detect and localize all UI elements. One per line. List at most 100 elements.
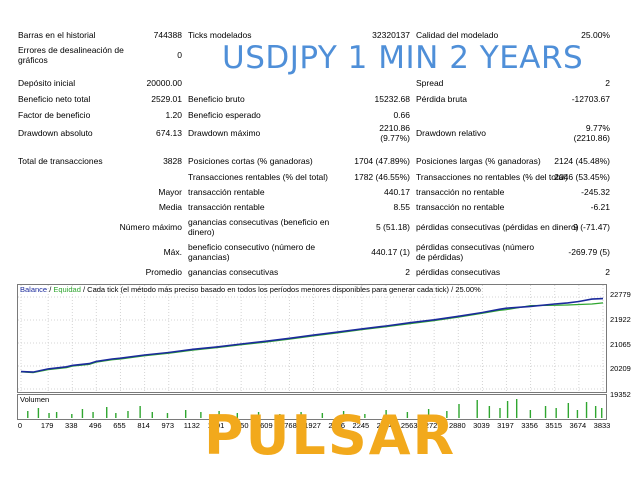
x-tick: 2404	[376, 421, 394, 430]
perdidas-consec-num-value: -269.79 (5)	[568, 247, 610, 257]
volume-bar	[27, 411, 29, 418]
x-tick: 338	[65, 421, 78, 430]
volume-bar	[115, 413, 117, 418]
mayor-rentable-label: transacción rentable	[188, 187, 265, 197]
perdida-value: -12703.67	[571, 94, 610, 104]
legend-text: Cada tick (el método más preciso basado …	[87, 285, 450, 294]
volume-bar	[567, 403, 570, 418]
volume-bar	[321, 413, 324, 418]
promedio-prefix: Promedio	[145, 267, 182, 277]
perdida-label: Pérdida bruta	[416, 94, 468, 104]
x-tick: 3674	[569, 421, 587, 430]
volume-chart	[17, 394, 607, 420]
perdidas-consec-num-label: pérdidas consecutivas (número de pérdida…	[416, 242, 535, 262]
volume-bar	[585, 402, 588, 418]
beneficio-consec-label: beneficio consecutivo (número de gananci…	[188, 242, 316, 262]
y-tick: 21922	[610, 315, 631, 324]
volume-bar	[184, 410, 187, 418]
volume-bar	[601, 408, 603, 418]
volume-bar	[81, 409, 84, 418]
ganancias-consec-value: 5 (51.18)	[375, 222, 410, 232]
volume-bar	[71, 414, 73, 418]
equity-chart-svg	[18, 285, 606, 392]
dd-max-label: Drawdown máximo	[188, 128, 261, 138]
y-tick: 21065	[610, 340, 631, 349]
dd-max-value: 2210.86 (9.77%)	[379, 123, 410, 143]
chart-legend: Balance / Equidad / Cada tick (el método…	[20, 285, 481, 294]
promedio-perdidas-value: 2	[605, 267, 610, 277]
max-prefix: Máx.	[163, 247, 182, 257]
volume-bar	[48, 413, 50, 418]
volume-bar	[385, 410, 387, 418]
total-label: Total de transacciones	[18, 156, 103, 166]
x-tick: 1132	[183, 421, 200, 430]
volume-bar	[257, 412, 260, 418]
mayor-prefix: Mayor	[158, 187, 182, 197]
dd-rel-value: 9.77% (2210.86)	[573, 123, 610, 143]
ganancias-consec-label: ganancias consecutivas (beneficio en din…	[188, 217, 330, 237]
x-tick: 1450	[231, 421, 249, 430]
deposito-label: Depósito inicial	[18, 78, 76, 88]
norentables-label: Transacciones no rentables (% del total)	[416, 172, 568, 182]
x-tick: 3197	[497, 421, 514, 430]
equity-line	[20, 302, 604, 374]
volume-bar	[499, 408, 501, 418]
largas-value: 2124 (45.48%)	[554, 156, 610, 166]
volume-bar	[127, 411, 129, 418]
volume-bar	[300, 412, 302, 418]
x-tick: 3356	[521, 421, 538, 430]
volume-bar	[151, 412, 153, 418]
volume-bar	[218, 411, 220, 418]
legend-equity: Equidad	[53, 285, 81, 294]
errores-label: Errores de desalineación de gráficos	[18, 45, 124, 65]
ticks-value: 32320137	[372, 30, 410, 40]
x-tick: 1768	[280, 421, 297, 430]
x-tick: 2245	[352, 421, 370, 430]
spread-label: Spread	[416, 78, 444, 88]
promedio-ganancias-value: 2	[405, 267, 410, 277]
x-tick: 814	[137, 421, 150, 430]
x-tick: 1609	[255, 421, 273, 430]
x-tick: 3039	[473, 421, 490, 430]
dd-rel-label: Drawdown relativo	[416, 128, 486, 138]
media-norentable-value: -6.21	[590, 202, 610, 212]
legend-sep: /	[47, 285, 54, 294]
volume-bar	[92, 412, 94, 418]
ticks-label: Ticks modelados	[188, 30, 252, 40]
x-tick: 1927	[304, 421, 321, 430]
calidad-value: 25.00%	[581, 30, 610, 40]
esperado-value: 0.66	[393, 110, 410, 120]
x-tick: 3833	[593, 421, 611, 430]
volume-bar	[576, 410, 579, 418]
y-tick: 20209	[610, 364, 631, 373]
barras-label: Barras en el historial	[18, 30, 96, 40]
neto-value: 2529.01	[151, 94, 182, 104]
x-tick: 0	[17, 421, 23, 430]
errores-value: 0	[177, 50, 182, 60]
x-tick: 2880	[448, 421, 466, 430]
y-tick: 22779	[610, 290, 631, 299]
numero-maximo-prefix: Número máximo	[119, 222, 182, 232]
overlay-title: USDJPY 1 MIN 2 YEARS	[222, 40, 584, 76]
media-rentable-label: transacción rentable	[188, 202, 265, 212]
perdidas-consec-label: pérdidas consecutivas (pérdidas en diner…	[416, 222, 579, 232]
x-tick: 1291	[207, 421, 225, 430]
volume-bar	[458, 404, 460, 418]
media-norentable-label: transacción no rentable	[416, 202, 505, 212]
volume-bar	[446, 411, 448, 418]
volume-bar	[506, 401, 509, 418]
brand-title: PULSAR	[204, 404, 457, 467]
neto-label: Beneficio neto total	[18, 94, 91, 104]
volume-bar	[476, 400, 478, 418]
barras-value: 744388	[153, 30, 182, 40]
norentables-value: 2046 (53.45%)	[554, 172, 610, 182]
legend-quality: 25.00%	[455, 285, 481, 294]
deposito-value: 20000.00	[146, 78, 182, 88]
perdidas-consec-value: 9 (-71.47)	[573, 222, 610, 232]
volume-bar	[236, 413, 239, 418]
media-rentable-value: 8.55	[393, 202, 410, 212]
volume-bar	[406, 412, 409, 418]
rentables-value: 1782 (46.55%)	[354, 172, 410, 182]
x-tick: 973	[161, 421, 174, 430]
bruto-value: 15232.68	[374, 94, 410, 104]
